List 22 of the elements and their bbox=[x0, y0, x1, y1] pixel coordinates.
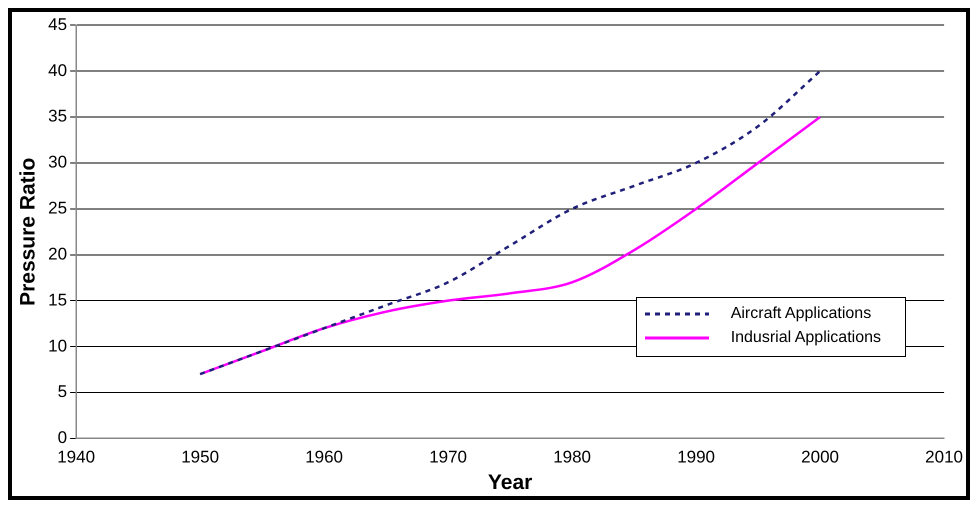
x-tick-label: 1990 bbox=[677, 447, 716, 466]
y-tick-label: 30 bbox=[48, 152, 68, 172]
legend-label: Aircraft Applications bbox=[730, 305, 872, 323]
y-tick-label: 35 bbox=[48, 106, 68, 126]
x-tick-label: 2010 bbox=[925, 447, 964, 466]
x-tick-label: 1980 bbox=[553, 447, 592, 466]
y-tick-label: 5 bbox=[58, 382, 68, 402]
y-tick-label: 15 bbox=[48, 290, 68, 310]
y-tick-label: 0 bbox=[58, 428, 68, 448]
y-axis-title: Pressure Ratio bbox=[16, 158, 40, 306]
x-tick-label: 1960 bbox=[305, 447, 344, 466]
y-tick-label: 10 bbox=[48, 336, 68, 356]
y-tick-label: 45 bbox=[48, 14, 68, 34]
x-tick-label: 2000 bbox=[801, 447, 840, 466]
x-tick-label: 1970 bbox=[429, 447, 468, 466]
y-tick-label: 20 bbox=[48, 244, 68, 264]
x-axis-title: Year bbox=[488, 471, 532, 494]
legend-label: Indusrial Applications bbox=[730, 329, 881, 347]
y-tick-label: 40 bbox=[48, 60, 68, 80]
y-tick-label: 25 bbox=[48, 198, 68, 218]
x-tick-label: 1940 bbox=[57, 447, 96, 466]
x-tick-label: 1950 bbox=[181, 447, 220, 466]
